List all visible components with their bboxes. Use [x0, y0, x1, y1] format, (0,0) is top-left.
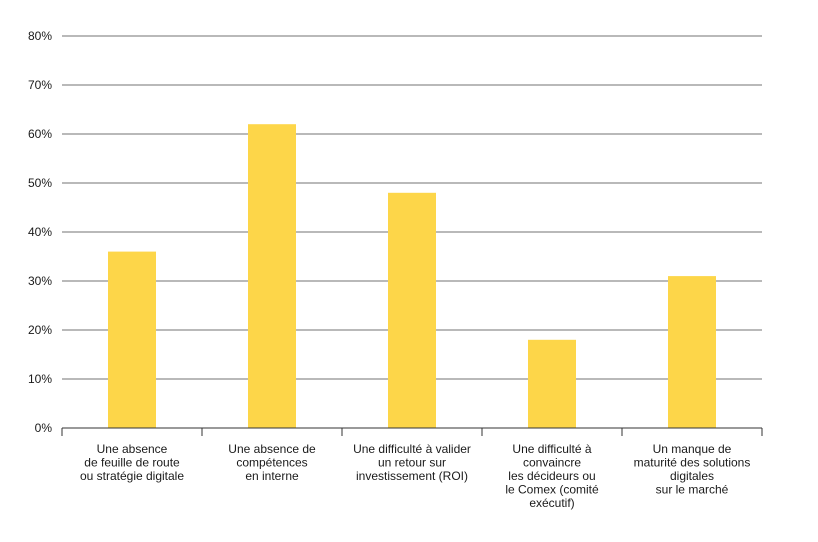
bar — [108, 251, 156, 428]
x-category-label: Une absence de compétences en interne — [228, 442, 316, 483]
bar — [528, 339, 576, 428]
x-category-label: Un manque de maturité des solutions digita… — [634, 442, 751, 497]
bar — [248, 124, 296, 428]
x-category-label: Une difficulté à valider un retour sur inv… — [353, 442, 471, 483]
bars — [108, 124, 716, 428]
y-tick-label: 70% — [28, 78, 52, 92]
y-tick-label: 50% — [28, 176, 52, 190]
y-tick-label: 30% — [28, 274, 52, 288]
y-axis-tick-labels: 0% 10% 20% 30% 40% 50% 60% 70% 80% — [28, 29, 52, 435]
y-tick-label: 10% — [28, 372, 52, 386]
bar — [668, 276, 716, 428]
y-tick-label: 60% — [28, 127, 52, 141]
y-tick-label: 0% — [35, 421, 53, 435]
y-tick-label: 80% — [28, 29, 52, 43]
x-category-label: Une difficulté à convaincre les décideurs … — [505, 442, 599, 510]
x-category-label: Une absence de feuille de route ou stratég… — [80, 442, 184, 483]
x-axis — [61, 427, 763, 436]
bar — [388, 192, 436, 428]
x-axis-category-labels: Une absence de feuille de route ou stratég… — [80, 442, 750, 510]
y-tick-label: 40% — [28, 225, 52, 239]
y-tick-label: 20% — [28, 323, 52, 337]
